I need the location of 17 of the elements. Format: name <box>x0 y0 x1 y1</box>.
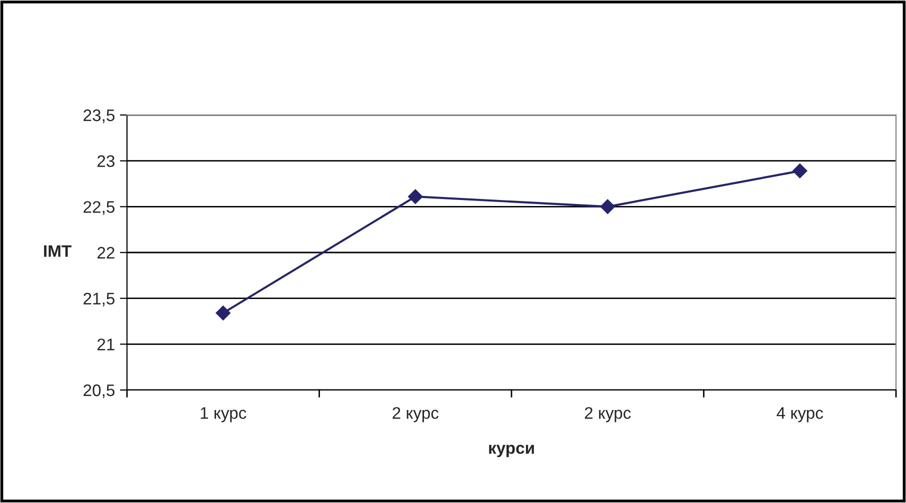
point <box>408 189 423 204</box>
x-tick-label: 2 курс <box>584 407 631 422</box>
x-tick-label: 4 курс <box>776 407 823 422</box>
y-tick-label: 23 <box>97 155 114 168</box>
x-axis-title: курси <box>489 444 534 458</box>
y-tick-label: 22,5 <box>84 201 114 215</box>
y-tick-label: 21 <box>97 338 114 350</box>
point <box>600 199 616 214</box>
x-tick-label: 1 курс <box>200 407 246 422</box>
point <box>792 164 808 178</box>
y-tick-label: 20,5 <box>84 384 114 398</box>
x-tick-label: 2 курс <box>392 407 438 422</box>
point <box>216 306 231 320</box>
y-tick-label: 21,5 <box>84 292 114 307</box>
y-axis-title: IMT <box>44 245 72 257</box>
y-tick-label: 22 <box>97 246 114 259</box>
y-tick-label: 23,5 <box>84 109 114 124</box>
